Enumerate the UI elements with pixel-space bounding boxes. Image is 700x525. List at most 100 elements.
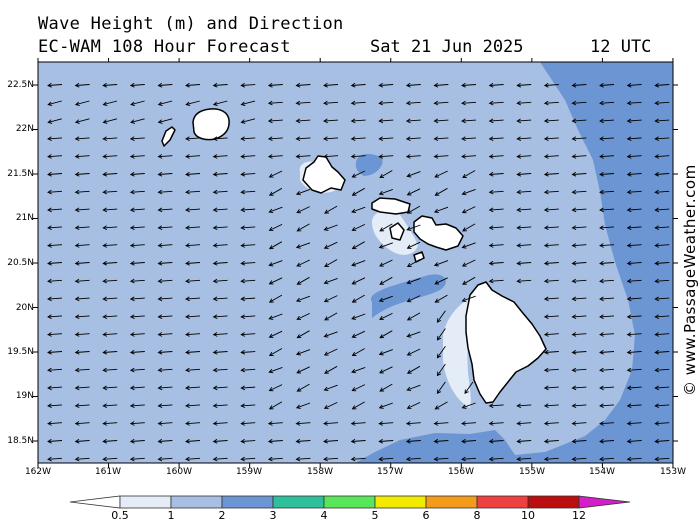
- wave-arrow: [599, 421, 615, 426]
- wave-arrow: [488, 421, 504, 426]
- wave-arrow: [185, 456, 201, 462]
- wave-arrow: [267, 100, 283, 106]
- wave-arrow: [654, 385, 670, 391]
- wave-arrow: [626, 403, 642, 409]
- wave-arrow: [406, 259, 421, 267]
- wave-arrow: [350, 154, 366, 159]
- wave-arrow: [626, 171, 642, 177]
- wave-arrow: [129, 456, 145, 462]
- wave-arrow: [599, 100, 615, 106]
- wave-arrow: [240, 189, 256, 195]
- colorbar-bin-2: [221, 495, 274, 509]
- wave-arrow: [351, 170, 366, 178]
- wave-arrow: [599, 385, 615, 391]
- wave-arrow: [461, 136, 477, 142]
- wave-arrow: [543, 438, 559, 444]
- wave-arrow: [212, 332, 228, 337]
- wave-arrow: [351, 330, 366, 338]
- wave-arrow: [102, 332, 118, 337]
- wave-arrow: [350, 421, 366, 426]
- credit-watermark: © www.PassageWeather.com: [681, 164, 699, 396]
- wave-arrow: [654, 438, 670, 444]
- wave-arrow: [436, 328, 446, 341]
- lat-label-22-5n: 22.5N: [7, 80, 34, 90]
- wave-arrow: [543, 260, 559, 266]
- wave-arrow: [571, 189, 587, 195]
- wave-arrow: [212, 349, 228, 355]
- wave-arrow: [295, 295, 311, 303]
- wave-arrow: [47, 154, 63, 159]
- wave-arrow: [74, 349, 90, 355]
- wave-arrow: [516, 100, 532, 106]
- wave-arrow: [543, 296, 559, 302]
- wave-arrow: [350, 456, 366, 462]
- wave-arrow: [406, 188, 421, 196]
- wave-arrow: [378, 421, 394, 426]
- colorbar-bin-7: [476, 495, 529, 509]
- lon-label-162w: 162W: [24, 467, 52, 477]
- wave-arrow: [406, 295, 421, 303]
- wave-arrow: [461, 154, 477, 159]
- wave-arrow: [543, 403, 559, 409]
- wave-arrow: [47, 421, 63, 426]
- wave-arrow: [516, 207, 532, 213]
- wave-arrow: [378, 349, 393, 356]
- wave-arrow: [571, 136, 587, 142]
- wave-arrow: [378, 188, 393, 196]
- wave-arrow: [599, 154, 615, 159]
- wave-arrow: [599, 260, 615, 266]
- wave-arrow: [268, 384, 283, 392]
- wave-arrow: [323, 421, 339, 426]
- wave-arrow: [516, 154, 532, 159]
- island-hawaii: [465, 281, 547, 404]
- wave-arrow: [436, 346, 446, 359]
- lat-label-22n: 22N: [15, 124, 34, 134]
- wave-arrow: [295, 438, 311, 444]
- wave-arrow: [433, 136, 449, 142]
- wave-arrow: [406, 312, 421, 321]
- colorbar-bin-4: [323, 495, 376, 509]
- wave-arrow: [185, 421, 201, 426]
- wave-arrow: [599, 82, 615, 88]
- wave-arrow: [295, 154, 311, 159]
- wave-arrow: [185, 260, 201, 266]
- wave-arrow: [461, 82, 477, 88]
- wave-arrow: [74, 225, 90, 231]
- wave-arrow: [654, 82, 670, 88]
- island-lanai: [389, 222, 405, 241]
- wave-arrow: [351, 187, 365, 196]
- wave-arrow: [157, 438, 173, 444]
- wave-arrow: [295, 136, 311, 142]
- lat-label-18-5n: 18.5N: [7, 436, 34, 446]
- wave-arrow: [599, 118, 615, 124]
- wave-arrow: [626, 456, 642, 462]
- wave-arrow: [47, 367, 63, 373]
- wave-arrow: [516, 225, 532, 231]
- colorbar-label-0-5: 0.5: [111, 509, 129, 522]
- lon-label-159w: 159W: [235, 467, 263, 477]
- wave-arrow: [240, 314, 256, 320]
- wave-arrow: [295, 82, 311, 88]
- wave-arrow: [571, 385, 587, 391]
- wave-arrow: [378, 242, 393, 249]
- wave-arrow: [543, 243, 559, 248]
- wave-arrow: [516, 171, 532, 177]
- wave-arrow: [488, 154, 504, 159]
- island-kauai: [192, 108, 230, 141]
- wave-arrow: [74, 260, 90, 266]
- wave-arrow: [516, 243, 532, 248]
- wave-arrow: [185, 385, 201, 391]
- wave-arrow: [295, 402, 311, 409]
- wave-arrow: [102, 136, 118, 142]
- wave-arrow: [74, 367, 90, 373]
- wave-arrow: [516, 438, 532, 444]
- lon-label-154w: 154W: [588, 467, 616, 477]
- wave-arrow: [47, 171, 63, 177]
- wave-arrow: [212, 421, 228, 426]
- wave-arrow: [433, 82, 449, 88]
- wave-arrow: [47, 278, 63, 284]
- wave-arrow: [626, 438, 642, 444]
- wave-arrow: [488, 118, 504, 124]
- wave-arrow: [405, 421, 421, 426]
- wave-arrow: [268, 401, 283, 410]
